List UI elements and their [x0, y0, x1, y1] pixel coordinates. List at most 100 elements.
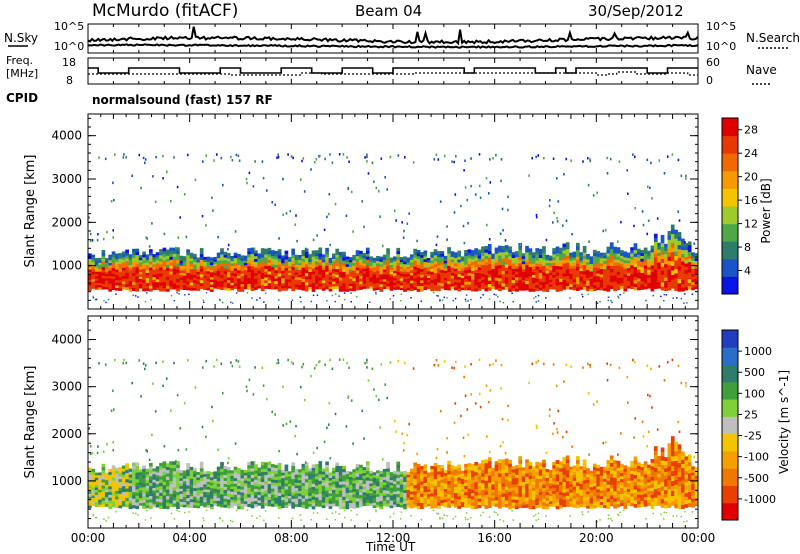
velocity-echo-cell [267, 477, 272, 481]
velocity-echo-cell [223, 480, 228, 484]
power-speckle [259, 297, 261, 299]
power-echo-cell [694, 263, 699, 267]
velocity-echo-cell [304, 495, 309, 499]
velocity-echo-cell [149, 492, 153, 496]
velocity-echo-cell [284, 483, 289, 487]
power-echo-cell [260, 284, 265, 289]
velocity-echo-cell [443, 501, 448, 505]
power-echo-cell [670, 256, 675, 262]
power-echo-cell [291, 287, 296, 292]
velocity-echo-cell [569, 475, 573, 479]
velocity-echo-cell [396, 461, 401, 466]
power-echo-cell [369, 258, 373, 262]
velocity-echo-cell [247, 493, 251, 498]
velocity-echo-cell [443, 470, 448, 474]
power-echo-cell [477, 267, 482, 271]
power-speckle [435, 153, 438, 157]
power-echo-cell [447, 253, 451, 257]
velocity-echo-cell [504, 458, 509, 463]
power-echo-cell [230, 263, 235, 266]
power-echo-cell [88, 280, 92, 283]
power-speckle [338, 295, 340, 297]
velocity-echo-cell [247, 468, 251, 472]
power-echo-cell [159, 282, 163, 286]
power-echo-cell [643, 265, 648, 269]
power-echo-cell [609, 252, 614, 256]
power-echo-cell [165, 282, 170, 286]
velocity-echo-cell [203, 501, 207, 505]
velocity-echo-cell [250, 501, 255, 505]
power-echo-cell [230, 268, 235, 271]
power-echo-cell [281, 255, 285, 259]
velocity-echo-cell [108, 491, 113, 495]
power-echo-cell [216, 252, 221, 256]
power-echo-cell [548, 284, 553, 287]
power-echo-cell [128, 259, 133, 263]
velocity-echo-cell [118, 472, 123, 477]
power-echo-cell [281, 260, 285, 264]
velocity-echo-cell [311, 486, 316, 491]
power-echo-cell [454, 279, 458, 283]
power-echo-cell [111, 254, 116, 258]
velocity-echo-cell [196, 495, 201, 499]
velocity-echo-cell [579, 466, 584, 470]
power-echo-cell [308, 274, 312, 277]
power-echo-cell [250, 272, 255, 276]
power-echo-cell [193, 279, 197, 283]
power-echo-cell [125, 255, 129, 259]
power-echo-cell [470, 267, 475, 271]
velocity-echo-cell [98, 494, 102, 498]
power-echo-cell [633, 253, 638, 257]
velocity-echo-cell [491, 495, 495, 499]
power-echo-cell [138, 283, 143, 287]
velocity-echo-cell [189, 498, 194, 503]
velocity-echo-cell [389, 474, 394, 478]
power-echo-cell [487, 243, 492, 248]
velocity-echo-cell [132, 495, 136, 499]
velocity-echo-cell [128, 500, 133, 504]
power-ytick-label: 1000 [51, 259, 82, 273]
power-echo-cell [555, 259, 560, 263]
power-echo-cell [413, 272, 418, 276]
power-echo-cell [135, 248, 140, 253]
velocity-echo-cell [301, 482, 306, 487]
power-speckle [262, 176, 265, 180]
velocity-echo-cell [196, 477, 201, 481]
velocity-echo-cell [365, 499, 370, 503]
velocity-echo-cell [352, 505, 357, 509]
power-echo-cell [660, 250, 665, 255]
power-echo-cell [213, 256, 218, 260]
velocity-echo-cell [155, 480, 160, 485]
power-echo-cell [277, 285, 282, 289]
power-echo-cell [145, 254, 150, 258]
power-echo-cell [535, 281, 540, 285]
velocity-echo-cell [267, 496, 272, 500]
power-echo-cell [596, 267, 601, 271]
power-speckle [499, 232, 502, 235]
velocity-echo-cell [515, 487, 519, 491]
power-echo-cell [365, 279, 370, 283]
velocity-echo-cell [149, 476, 153, 480]
velocity-echo-cell [484, 487, 489, 492]
power-echo-cell [88, 274, 92, 278]
velocity-echo-cell [243, 475, 248, 478]
power-echo-cell [684, 286, 689, 291]
velocity-echo-cell [467, 466, 472, 470]
power-echo-cell [521, 274, 526, 278]
velocity-echo-cell [213, 481, 218, 484]
power-echo-cell [548, 260, 553, 264]
power-echo-cell [657, 262, 662, 266]
power-speckle [212, 209, 214, 212]
power-echo-cell [515, 274, 519, 278]
velocity-echo-cell [125, 469, 129, 474]
velocity-echo-cell [304, 482, 309, 486]
power-echo-cell [264, 254, 268, 258]
power-echo-cell [630, 265, 634, 269]
velocity-echo-cell [264, 493, 268, 497]
velocity-echo-cell [338, 493, 343, 497]
power-echo-cell [616, 268, 621, 272]
velocity-echo-cell [569, 489, 573, 493]
power-echo-cell [386, 256, 390, 261]
power-echo-cell [298, 262, 302, 266]
power-echo-cell [125, 249, 129, 253]
